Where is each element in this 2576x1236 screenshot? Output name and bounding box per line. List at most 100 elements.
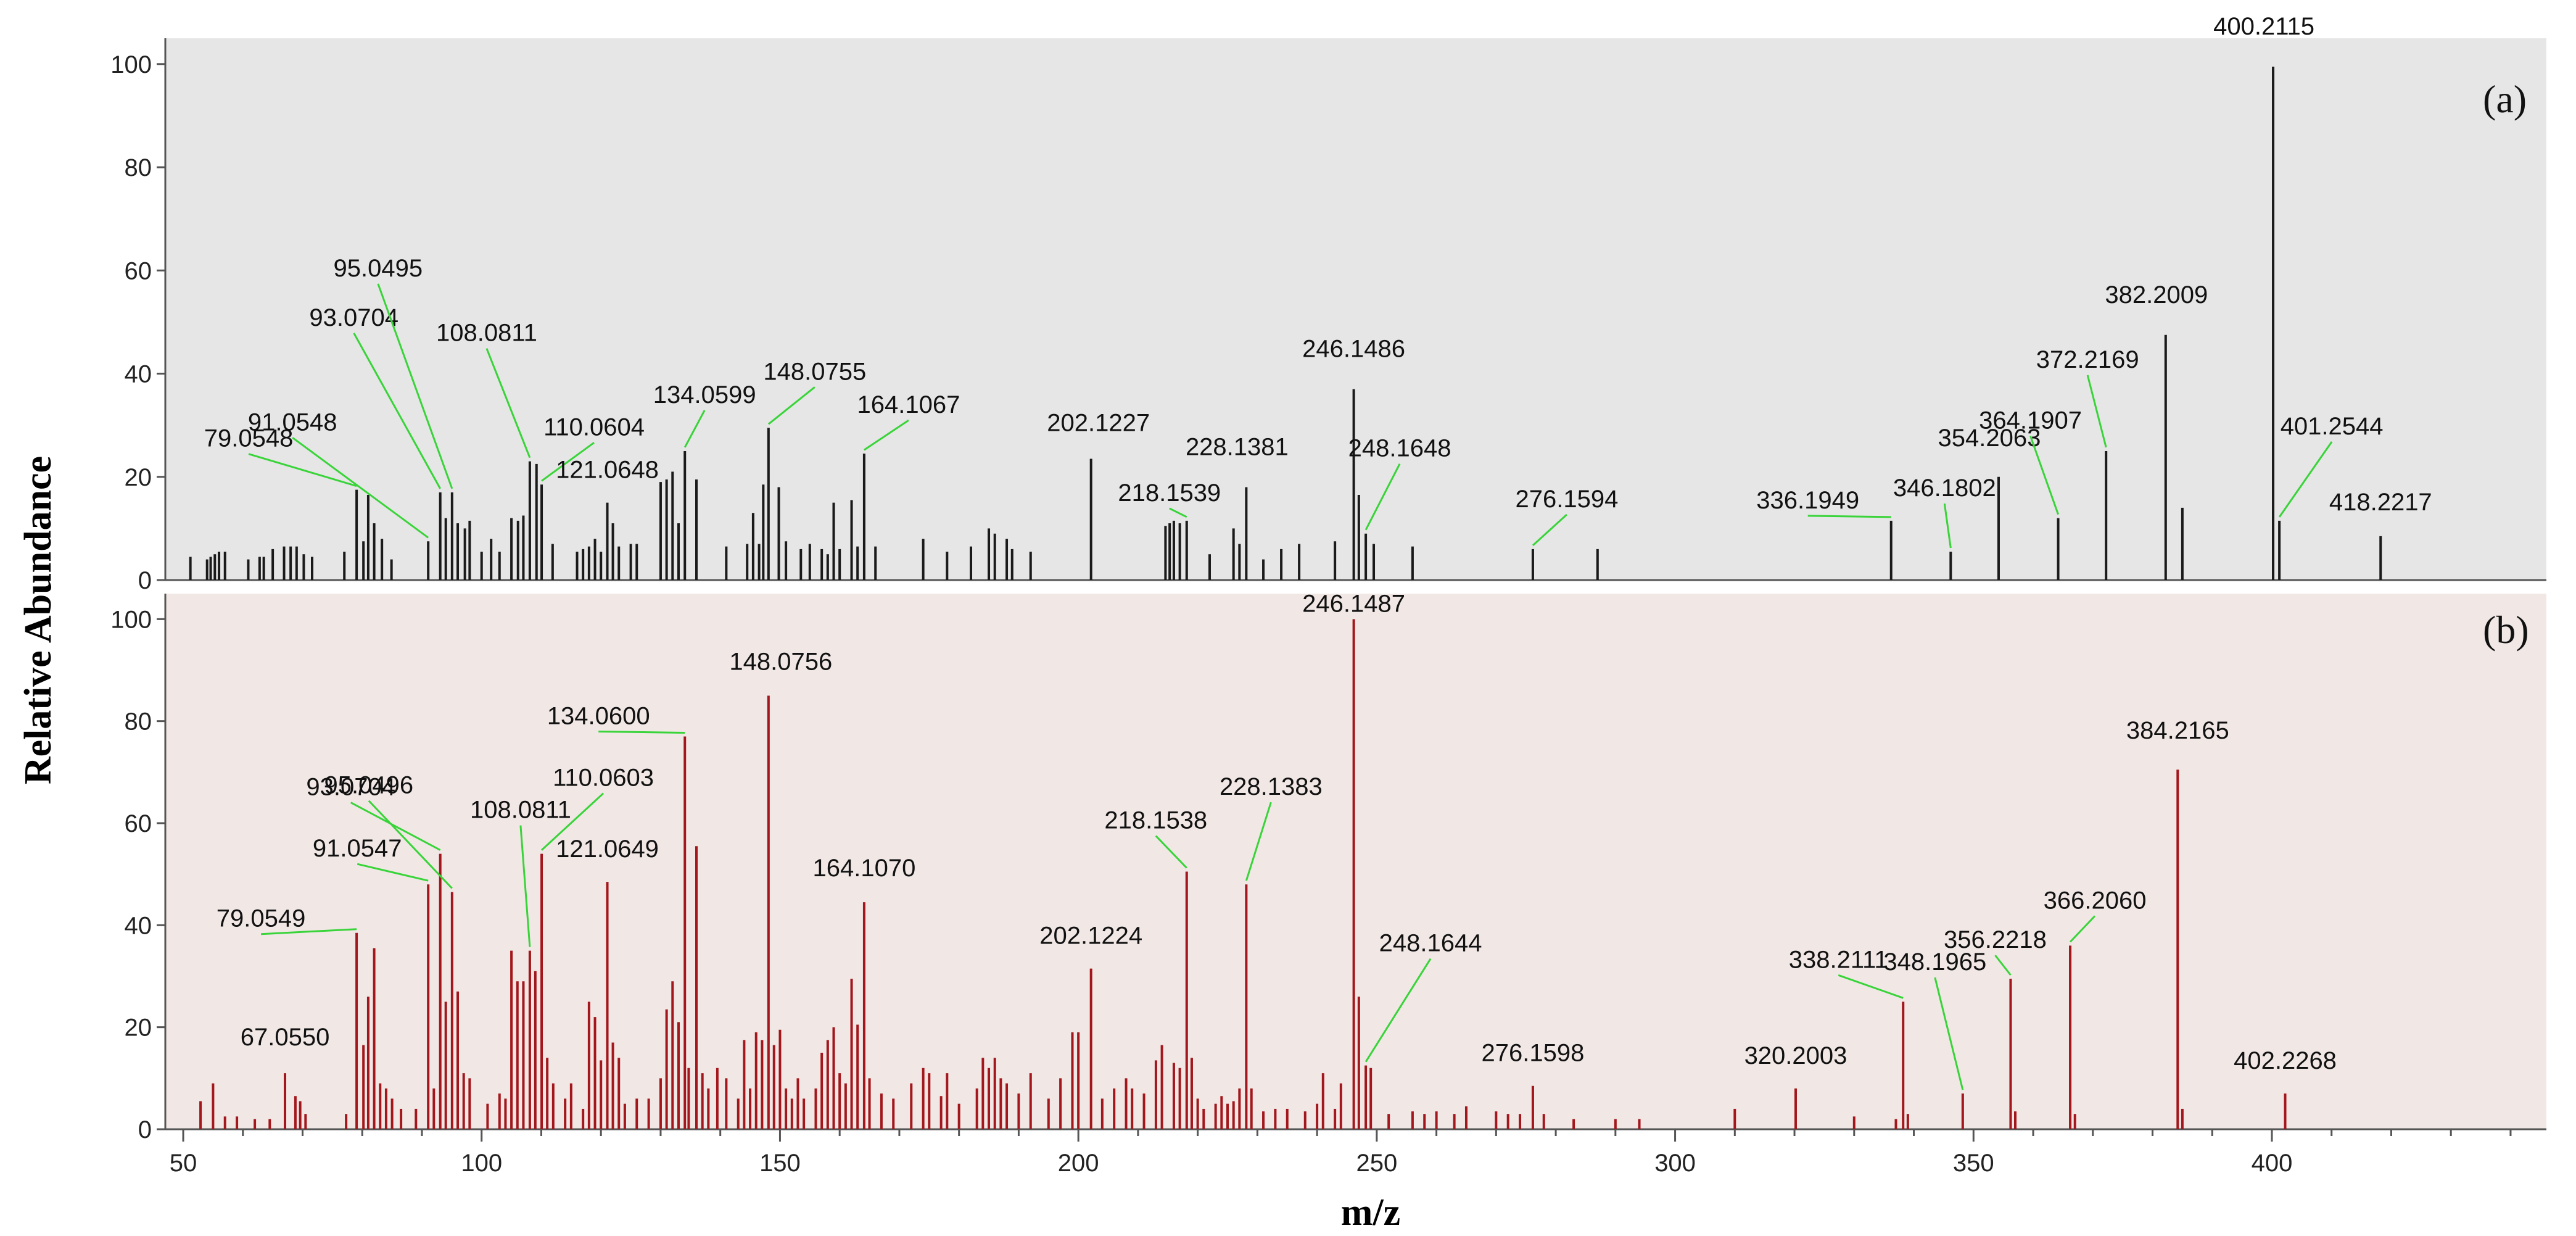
peak-leader-line — [864, 419, 909, 451]
peak-leader-line — [1169, 507, 1187, 518]
peak-label: 79.0549 — [217, 905, 306, 932]
peak-leader-line — [1532, 513, 1567, 546]
x-tick-label: 300 — [1654, 1150, 1696, 1177]
peak-leader-line — [2086, 375, 2107, 448]
peak-leader-line — [1245, 802, 1272, 881]
peak-label: 134.0599 — [653, 381, 756, 409]
peak-leader-line — [377, 283, 453, 489]
x-tick-label: 200 — [1058, 1150, 1099, 1177]
peak-label: 228.1383 — [1220, 773, 1323, 800]
peak-leader-line — [683, 410, 706, 448]
peak-label: 91.0548 — [248, 409, 337, 436]
peak-leader-line — [248, 453, 357, 487]
peak-label: 148.0755 — [763, 358, 866, 385]
x-tick-label: 150 — [759, 1150, 801, 1177]
peak-leader-line — [353, 333, 442, 489]
panel-a-y-tick-label: 80 — [125, 154, 152, 181]
peak-label: 108.0811 — [436, 320, 537, 347]
peak-label: 384.2165 — [2126, 717, 2229, 744]
peak-label: 228.1381 — [1186, 433, 1289, 460]
x-tick-label: 250 — [1356, 1150, 1397, 1177]
peak-label: 218.1539 — [1118, 479, 1221, 507]
peak-label: 276.1598 — [1482, 1040, 1585, 1067]
panel-b-y-tick-label: 80 — [125, 708, 152, 736]
peak-leader-line — [1807, 515, 1891, 518]
peak-label: 320.2003 — [1744, 1042, 1847, 1069]
peak-label: 91.0547 — [313, 835, 402, 862]
peak-label: 401.2544 — [2281, 413, 2384, 440]
peak-leader-line — [368, 800, 453, 889]
peak-leader-line — [767, 386, 815, 425]
peak-label: 108.0811 — [470, 797, 571, 824]
panel-a-y-tick-label: 100 — [110, 51, 152, 78]
panel-b-y-tick-label: 100 — [110, 606, 152, 633]
peak-leader-line — [598, 730, 685, 734]
peak-label: 79.0548 — [204, 425, 294, 452]
peak-label: 276.1594 — [1516, 486, 1619, 513]
panel-b-y-tick-label: 0 — [138, 1116, 152, 1143]
peak-leader-line — [2278, 441, 2333, 518]
x-tick-label: 50 — [170, 1150, 197, 1177]
x-axis-title: m/z — [1341, 1192, 1400, 1234]
peak-leader-line — [2029, 436, 2059, 515]
peak-label: 336.1949 — [1756, 487, 1859, 514]
panel-b-y-tick-label: 60 — [125, 810, 152, 837]
peak-label: 346.1802 — [1893, 475, 1996, 502]
panel-b: 0 20 40 60 80 100 67.0550 79.0549 91.0547 93.0704… — [110, 590, 2546, 1143]
panel-b-y-tick-label: 40 — [125, 912, 152, 939]
peak-leader-line — [1838, 974, 1904, 999]
peak-label: 202.1227 — [1047, 409, 1150, 436]
peak-label: 202.1224 — [1039, 923, 1142, 950]
peak-leader-line — [1943, 503, 1952, 549]
peak-label: 356.2218 — [1944, 926, 2047, 953]
peak-label: 338.2111 — [1789, 946, 1888, 973]
panel-b-background — [165, 594, 2546, 1129]
peak-leader-line — [1994, 955, 2012, 976]
peak-label: 148.0756 — [729, 648, 832, 675]
panel-a-background — [165, 38, 2546, 580]
peak-label: 248.1648 — [1348, 435, 1451, 462]
peak-label: 402.2268 — [2234, 1047, 2337, 1074]
panel-a-y-tick-label: 0 — [138, 567, 152, 594]
panel-a-y-tick-label: 20 — [125, 464, 152, 491]
peak-label: 121.0648 — [556, 457, 659, 484]
peak-label: 366.2060 — [2044, 887, 2147, 914]
peak-leader-line — [541, 442, 595, 482]
peak-label: 93.0704 — [306, 774, 395, 801]
peak-label: 400.2115 — [2213, 13, 2314, 40]
peak-leader-line — [350, 802, 441, 851]
peak-label: 95.0496 — [324, 772, 414, 799]
peak-label: 164.1067 — [857, 391, 960, 418]
x-tick-label: 400 — [2252, 1150, 2293, 1177]
peak-leader-line — [485, 348, 531, 458]
peak-leader-line — [1934, 977, 1964, 1090]
panel-a-tag: (a) — [2483, 77, 2527, 121]
peak-leader-line — [292, 437, 429, 539]
x-tick-label: 350 — [1953, 1150, 1994, 1177]
peak-leader-line — [1364, 463, 1401, 531]
peak-leader-line — [1364, 958, 1432, 1063]
peak-label: 246.1486 — [1302, 336, 1405, 363]
panel-b-tag: (b) — [2483, 608, 2529, 652]
peak-label: 372.2169 — [2036, 346, 2139, 373]
peak-label: 246.1487 — [1302, 590, 1405, 617]
peak-leader-line — [2069, 915, 2096, 943]
peak-label: 95.0495 — [334, 255, 423, 282]
peak-label: 164.1070 — [812, 855, 915, 882]
peak-label: 121.0649 — [556, 836, 659, 863]
peak-leader-line — [519, 825, 531, 947]
panel-a-y-tick-label: 40 — [125, 361, 152, 388]
x-tick-label: 100 — [461, 1150, 502, 1177]
peak-leader-line — [1155, 835, 1187, 869]
peak-label: 354.2063 — [1938, 425, 2041, 452]
peak-label: 364.1907 — [1979, 407, 2082, 434]
peak-label: 348.1965 — [1883, 948, 1986, 976]
peak-label: 418.2217 — [2329, 489, 2432, 516]
panel-a-y-tick-label: 60 — [125, 257, 152, 284]
peak-label: 110.0604 — [543, 413, 645, 441]
peak-label: 382.2009 — [2105, 281, 2208, 309]
peak-label: 248.1644 — [1379, 930, 1482, 957]
panel-b-y-tick-label: 20 — [125, 1014, 152, 1042]
